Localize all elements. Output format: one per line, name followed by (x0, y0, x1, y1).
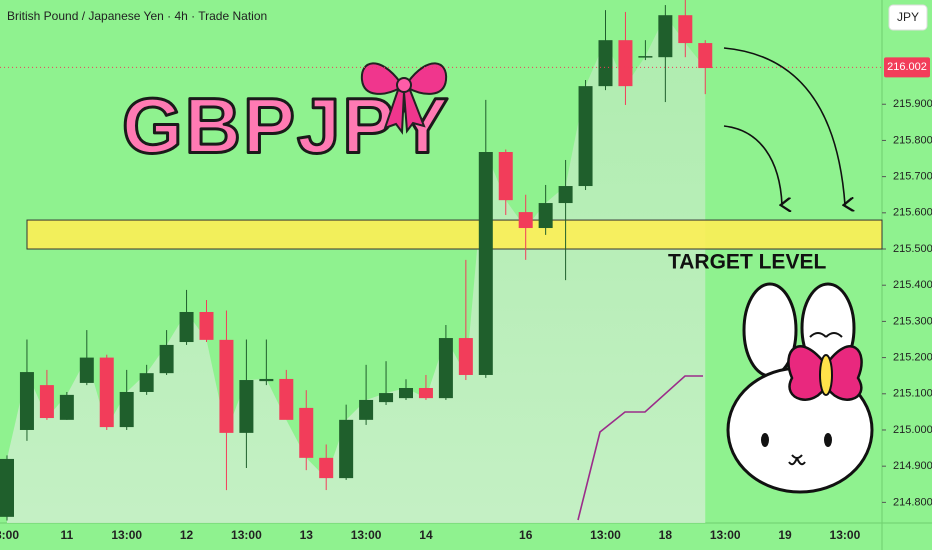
x-tick-label: 16 (519, 528, 533, 542)
currency-label[interactable]: JPY (897, 10, 919, 24)
x-tick-label: 13:00 (111, 528, 142, 542)
candle-body (79, 357, 94, 383)
candle-body (518, 212, 533, 229)
zone-label: TARGET LEVEL (668, 251, 826, 274)
x-tick-label: 13:00 (830, 528, 861, 542)
x-tick-label: 19 (778, 528, 792, 542)
y-tick-label: 215.500 (893, 243, 932, 255)
y-tick-label: 215.800 (893, 134, 932, 146)
candle-body (319, 457, 334, 479)
x-tick-label: 12 (180, 528, 194, 542)
y-tick-label: 215.300 (893, 315, 932, 327)
candle-body (59, 394, 74, 420)
candle-body (638, 56, 653, 58)
x-tick-label: 13:00 (351, 528, 382, 542)
candle-body (39, 385, 54, 419)
x-tick-label: 14 (419, 528, 433, 542)
y-tick-label: 215.000 (893, 424, 932, 436)
x-tick-label: 13:00 (231, 528, 262, 542)
candle-body (438, 338, 453, 399)
y-tick-label: 215.200 (893, 352, 932, 364)
x-tick-label: 13 (300, 528, 314, 542)
candle-body (99, 357, 114, 428)
candle-body (339, 419, 354, 479)
candle-body (179, 311, 194, 343)
candle-body (418, 387, 433, 399)
y-tick-label: 215.100 (893, 388, 932, 400)
candle-body (498, 152, 513, 201)
candle-body (299, 407, 314, 458)
x-tick-label: 13:00 (590, 528, 621, 542)
candle-body (399, 387, 413, 399)
y-tick-label: 215.400 (893, 279, 932, 291)
currency-button[interactable]: JPY (888, 4, 928, 31)
candle-body (618, 40, 633, 87)
x-tick-label: 11 (61, 528, 74, 542)
candle-body (678, 15, 693, 44)
candle-body (658, 15, 673, 58)
x-tick-label: 3:00 (0, 528, 19, 542)
candle-body (159, 344, 174, 374)
last-price-label: 216.002 (887, 61, 927, 73)
last-price-box (884, 57, 930, 78)
candle-body (478, 152, 493, 375)
chart-title: British Pound / Japanese Yen · 4h · Trad… (7, 9, 267, 23)
candle-body (219, 339, 234, 433)
candle-body (698, 43, 713, 69)
candle-body (558, 186, 573, 204)
candle-body (119, 391, 134, 428)
candle-body (0, 458, 14, 517)
candle-body (19, 372, 34, 430)
y-tick-label: 214.800 (893, 496, 932, 508)
candle-body (279, 378, 294, 420)
candle-body (379, 393, 394, 403)
bunny-icon (726, 282, 874, 494)
candle-body (458, 338, 473, 375)
arrow (723, 125, 782, 205)
candle-body (239, 380, 254, 433)
y-tick-label: 215.900 (893, 98, 932, 110)
bow-icon (360, 62, 448, 135)
candle-body (578, 86, 593, 187)
y-tick-label: 215.600 (893, 207, 932, 219)
arrow (723, 47, 845, 205)
target-zone (26, 219, 883, 250)
candle-body (359, 399, 374, 420)
price-area (7, 15, 706, 523)
x-tick-label: 18 (659, 528, 673, 542)
y-tick-label: 214.900 (893, 460, 932, 472)
candle-body (259, 378, 274, 382)
y-tick-label: 215.700 (893, 171, 932, 183)
candle-body (598, 40, 613, 87)
candle-body (199, 311, 214, 340)
x-tick-label: 13:00 (710, 528, 741, 542)
indicator-line (577, 375, 703, 521)
candle-body (538, 203, 553, 229)
candle-body (139, 373, 154, 392)
